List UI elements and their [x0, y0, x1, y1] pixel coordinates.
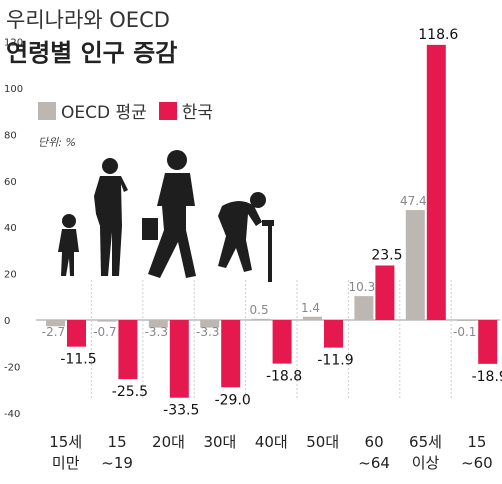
data-label-oecd: -3.3 [196, 325, 219, 339]
bar-korea [221, 320, 241, 388]
data-label-korea: -11.9 [317, 353, 353, 369]
data-label-korea: -25.5 [112, 384, 148, 400]
bar-oecd [405, 210, 425, 320]
data-label-oecd: -0.7 [93, 325, 116, 339]
age-silhouettes-illustration [58, 150, 274, 282]
data-label-oecd: 10.3 [349, 280, 376, 294]
category-label: 20대 [152, 433, 185, 451]
category-label: 50대 [306, 433, 339, 451]
category-label: 60 [365, 433, 384, 451]
chart-title-line2: 연령별 인구 증감 [6, 39, 178, 67]
data-label-korea: 23.5 [371, 247, 402, 263]
data-label-oecd: 1.4 [301, 301, 320, 315]
legend-swatch-korea [158, 101, 177, 120]
category-label-line2: ~60 [461, 454, 493, 472]
adult-silhouette [142, 150, 196, 278]
bar-korea [375, 265, 395, 320]
y-tick-label: 120 [4, 38, 23, 49]
y-tick-label: 20 [4, 270, 17, 281]
data-label-korea: -18.8 [266, 369, 302, 385]
unit-label: 단위: % [38, 136, 76, 149]
bar-korea [118, 320, 138, 380]
bar-oecd [303, 316, 322, 320]
category-label: 15 [108, 433, 127, 451]
bar-oecd [148, 320, 168, 328]
data-label-korea: 118.6 [418, 27, 458, 43]
child-silhouette [58, 214, 79, 276]
bar-oecd [97, 320, 117, 322]
elderly-silhouette [218, 192, 274, 282]
bar-oecd [354, 296, 374, 320]
data-label-oecd: -0.1 [453, 325, 476, 339]
bar-oecd [200, 320, 220, 328]
bar-korea [169, 320, 189, 398]
y-tick-label: 80 [4, 130, 17, 141]
data-label-oecd: -2.7 [42, 325, 65, 339]
y-tick-label: 0 [4, 316, 10, 327]
bar-korea [426, 44, 446, 321]
teen-silhouette [94, 158, 128, 276]
category-label-line2: ~19 [101, 454, 133, 472]
category-label: 65세 [409, 433, 442, 451]
bar-oecd [457, 320, 477, 321]
legend-label-oecd: OECD 평균 [61, 103, 147, 123]
y-tick-label: 40 [4, 223, 17, 234]
data-label-korea: -33.5 [163, 403, 199, 419]
category-label: 30대 [203, 433, 236, 451]
chart-title-line1: 우리나라와 OECD [6, 8, 170, 32]
legend-item-oecd: OECD 평균 [38, 98, 147, 123]
bar-korea [272, 320, 292, 364]
legend-item-korea: 한국 [158, 98, 214, 123]
category-label-line2: 이상 [412, 454, 440, 472]
bar-korea [324, 320, 343, 348]
category-label-line2: ~64 [358, 454, 390, 472]
category-label: 15세 [49, 433, 82, 451]
legend-label-korea: 한국 [181, 103, 214, 123]
data-label-oecd: -3.3 [145, 325, 168, 339]
data-label-korea: -29.0 [215, 392, 251, 408]
bar-oecd [251, 318, 271, 320]
data-label-oecd: 47.4 [400, 194, 427, 208]
category-label-line2: 미만 [52, 454, 80, 472]
y-tick-label: -40 [4, 409, 20, 420]
bar-korea [478, 320, 498, 364]
bar-oecd [46, 320, 65, 327]
y-tick-label: 60 [4, 177, 17, 188]
legend: OECD 평균 한국 [38, 98, 225, 123]
data-label-oecd: 0.5 [250, 303, 269, 317]
data-label-korea: -11.5 [60, 352, 96, 368]
legend-swatch-oecd [38, 101, 56, 120]
category-label: 40대 [255, 433, 288, 451]
y-tick-label: 100 [4, 84, 23, 95]
y-tick-label: -20 [4, 362, 20, 373]
category-label: 15 [467, 433, 486, 451]
bar-korea [67, 320, 86, 347]
data-label-korea: -18.9 [472, 369, 502, 385]
